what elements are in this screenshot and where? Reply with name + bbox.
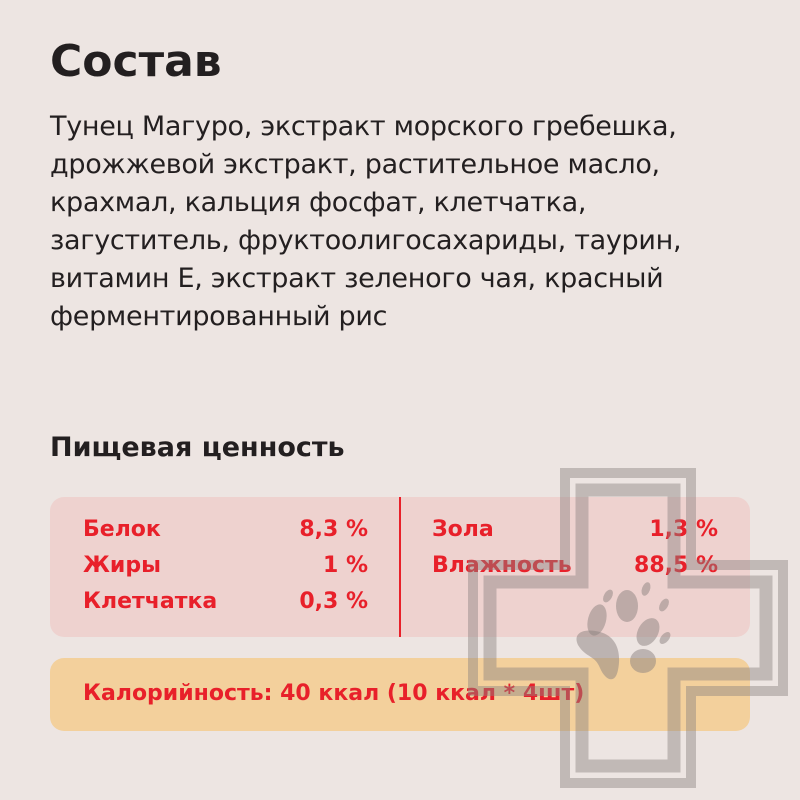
nutrient-row: Жиры 1 % [83, 553, 368, 578]
nutrient-value: 88,5 % [634, 553, 718, 578]
nutrition-title: Пищевая ценность [50, 432, 345, 463]
calorie-box: Калорийность: 40 ккал (10 ккал * 4шт) [50, 658, 750, 731]
composition-text: Тунец Магуро, экстракт морского гребешка… [50, 111, 682, 332]
nutrient-label: Клетчатка [83, 589, 218, 614]
nutrient-label: Жиры [83, 553, 161, 578]
nutrient-row: Белок 8,3 % [83, 517, 368, 542]
calorie-text: Калорийность: 40 ккал (10 ккал * 4шт) [83, 681, 585, 706]
nutrient-row: Клетчатка 0,3 % [83, 589, 368, 614]
nutrient-value: 1,3 % [649, 517, 718, 542]
nutrient-value: 1 % [322, 553, 368, 578]
nutrition-divider [399, 497, 401, 637]
nutrient-row: Зола 1,3 % [432, 517, 718, 542]
nutrient-label: Зола [432, 517, 494, 542]
nutrient-row: Влажность 88,5 % [432, 553, 718, 578]
nutrient-label: Влажность [432, 553, 572, 578]
nutrient-value: 0,3 % [299, 589, 368, 614]
nutrient-label: Белок [83, 517, 161, 542]
page-title: Состав [50, 36, 222, 87]
nutrient-value: 8,3 % [299, 517, 368, 542]
